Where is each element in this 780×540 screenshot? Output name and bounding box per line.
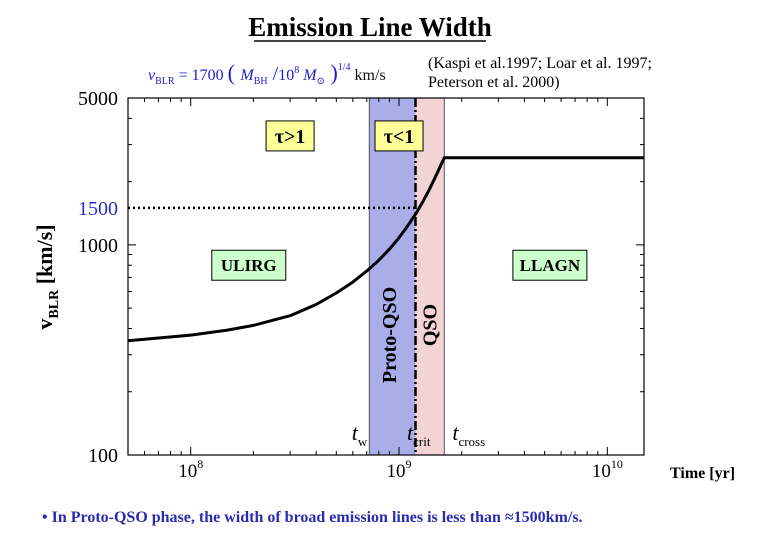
x-tick-label: 109 bbox=[387, 457, 412, 482]
qso-band bbox=[415, 98, 445, 455]
formula: vBLR = 1700 ( MBH /108 M⊙ )1/4 km/s bbox=[148, 60, 386, 87]
tau-label-box bbox=[374, 120, 424, 152]
y-tick-label: 1000 bbox=[78, 235, 118, 257]
citation-line: Peterson et al. 2000) bbox=[428, 74, 560, 91]
time-marker-cross: tcross bbox=[452, 420, 485, 449]
bullet-note: • In Proto-QSO phase, the width of broad… bbox=[42, 509, 583, 526]
region-label-box bbox=[512, 249, 588, 281]
tau-label: τ>1 bbox=[275, 126, 306, 148]
region-label: LLAGN bbox=[520, 256, 581, 275]
region-label-box bbox=[211, 249, 287, 281]
x-tick-label: 108 bbox=[178, 457, 203, 482]
y-tick-label: 5000 bbox=[78, 88, 118, 110]
qso-label: QSO bbox=[420, 304, 442, 346]
y-tick-label-1500: 1500 bbox=[78, 198, 118, 220]
tau-label: τ<1 bbox=[384, 126, 415, 148]
region-label: ULIRG bbox=[221, 256, 277, 275]
plot-frame bbox=[127, 97, 645, 456]
proto-qso-label: Proto-QSO bbox=[379, 287, 401, 383]
time-marker-w: tw bbox=[352, 420, 368, 449]
page-title: Emission Line Width bbox=[248, 12, 492, 42]
citation-line: (Kaspi et al.1997; Loar et al. 1997; bbox=[428, 55, 652, 72]
vblr-curve bbox=[127, 156, 644, 343]
time-marker-crit: tcrit bbox=[407, 420, 431, 449]
proto-qso-band bbox=[369, 98, 416, 455]
y-axis-label: vBLR [km/s] bbox=[32, 224, 62, 329]
y-tick-label: 100 bbox=[88, 445, 118, 467]
x-axis-label: Time [yr] bbox=[670, 465, 735, 482]
tau-label-box bbox=[265, 120, 315, 152]
x-tick-label: 1010 bbox=[592, 457, 623, 482]
